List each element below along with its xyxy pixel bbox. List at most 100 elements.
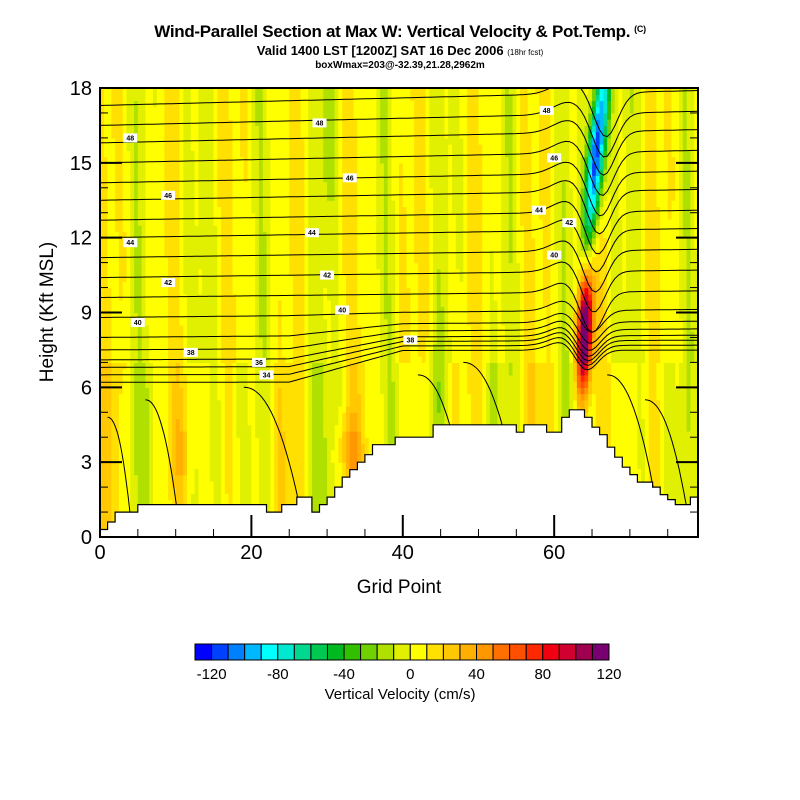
velocity-cell — [187, 443, 192, 451]
velocity-cell — [145, 262, 150, 270]
velocity-cell — [338, 356, 343, 363]
velocity-cell — [334, 356, 340, 363]
velocity-cell — [240, 206, 245, 214]
velocity-cell — [175, 175, 181, 183]
velocity-cell — [190, 256, 196, 264]
velocity-cell — [327, 312, 332, 320]
velocity-cell — [258, 499, 264, 507]
velocity-cell — [311, 393, 317, 401]
velocity-cell — [183, 412, 188, 420]
velocity-cell — [130, 187, 135, 195]
velocity-cell — [308, 112, 313, 120]
velocity-cell — [202, 406, 207, 413]
velocity-cell — [221, 324, 226, 332]
velocity-cell — [118, 393, 124, 401]
velocity-cell — [296, 306, 302, 314]
velocity-cell — [289, 156, 294, 164]
velocity-cell — [122, 181, 128, 189]
velocity-cell — [179, 200, 184, 208]
velocity-cell — [205, 281, 211, 289]
velocity-cell — [304, 106, 309, 114]
velocity-cell — [285, 406, 290, 413]
velocity-cell — [270, 181, 275, 189]
velocity-cell — [338, 300, 343, 307]
velocity-cell — [198, 106, 203, 114]
velocity-cell — [338, 293, 343, 301]
velocity-cell — [251, 100, 256, 108]
velocity-cell — [183, 100, 188, 108]
velocity-cell — [111, 449, 116, 457]
velocity-cell — [171, 430, 177, 438]
velocity-cell — [285, 212, 290, 220]
velocity-cell — [300, 387, 305, 395]
velocity-cell — [141, 406, 147, 413]
velocity-cell — [217, 181, 222, 189]
velocity-cell — [255, 256, 260, 264]
velocity-cell — [183, 175, 188, 183]
velocity-cell — [308, 443, 313, 451]
velocity-cell — [118, 144, 124, 151]
velocity-cell — [300, 455, 305, 463]
velocity-cell — [164, 106, 169, 114]
velocity-cell — [289, 331, 294, 339]
velocity-cell — [342, 343, 347, 351]
velocity-cell — [251, 212, 256, 220]
velocity-cell — [175, 218, 181, 226]
velocity-cell — [152, 287, 158, 295]
velocity-cell — [323, 137, 328, 145]
velocity-cell — [274, 169, 279, 176]
velocity-cell — [327, 374, 332, 382]
velocity-cell — [118, 150, 124, 158]
velocity-cell — [100, 343, 105, 351]
velocity-cell — [296, 474, 302, 482]
velocity-cell — [315, 237, 321, 245]
velocity-cell — [296, 281, 302, 289]
velocity-cell — [111, 206, 116, 214]
velocity-cell — [270, 499, 275, 507]
velocity-cell — [145, 418, 150, 426]
velocity-cell — [103, 250, 109, 257]
velocity-cell — [100, 368, 105, 376]
velocity-cell — [224, 293, 230, 301]
velocity-cell — [342, 100, 347, 108]
velocity-cell — [308, 187, 313, 195]
velocity-cell — [247, 387, 252, 395]
velocity-cell — [209, 162, 215, 170]
velocity-cell — [247, 306, 252, 314]
velocity-cell — [338, 281, 343, 289]
velocity-cell — [327, 237, 332, 245]
velocity-cell — [300, 112, 305, 120]
velocity-cell — [330, 343, 336, 351]
velocity-cell — [213, 368, 218, 376]
velocity-cell — [152, 331, 158, 339]
velocity-cell — [213, 206, 218, 214]
velocity-cell — [118, 131, 124, 139]
velocity-cell — [141, 368, 147, 376]
velocity-cell — [349, 262, 355, 270]
velocity-cell — [202, 287, 207, 295]
velocity-cell — [300, 243, 305, 251]
velocity-cell — [289, 455, 294, 463]
velocity-cell — [107, 112, 112, 120]
velocity-cell — [285, 131, 290, 139]
velocity-cell — [289, 125, 294, 133]
velocity-cell — [304, 150, 309, 158]
velocity-cell — [311, 312, 317, 320]
velocity-cell — [202, 424, 207, 432]
velocity-cell — [232, 262, 237, 270]
velocity-cell — [187, 312, 192, 320]
velocity-cell — [111, 119, 116, 127]
velocity-cell — [258, 287, 264, 295]
velocity-cell — [228, 474, 234, 482]
velocity-cell — [107, 287, 112, 295]
velocity-cell — [103, 518, 109, 526]
velocity-cell — [213, 181, 218, 189]
velocity-cell — [236, 374, 241, 382]
velocity-cell — [190, 169, 196, 176]
velocity-cell — [251, 437, 256, 445]
velocity-cell — [205, 381, 211, 388]
velocity-cell — [198, 406, 203, 413]
velocity-cell — [319, 487, 324, 494]
velocity-cell — [296, 194, 302, 201]
velocity-cell — [270, 281, 275, 289]
